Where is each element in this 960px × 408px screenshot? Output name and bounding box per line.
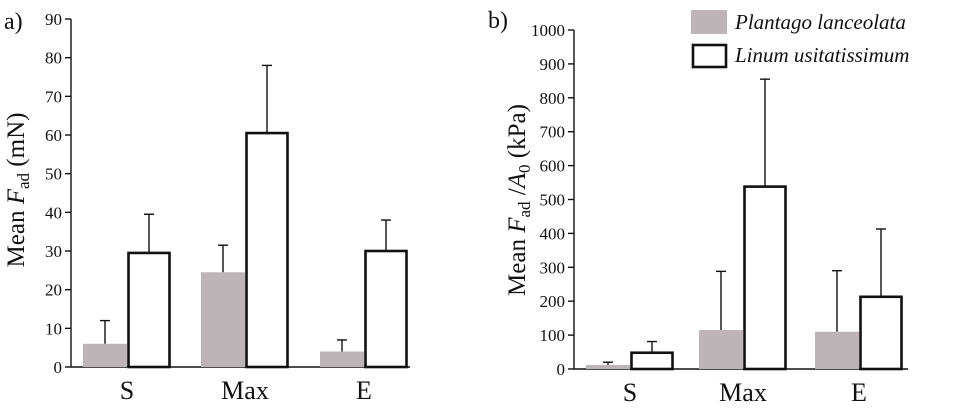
- y-tick-label: 10: [45, 319, 62, 338]
- bar-plantago-max: [201, 272, 245, 367]
- category-label: Max: [719, 378, 767, 407]
- y-tick-label: 70: [45, 87, 62, 106]
- y-tick-label: 400: [540, 224, 566, 243]
- y-tick-label: 30: [45, 242, 62, 261]
- legend-label: Plantago lanceolata: [734, 10, 906, 34]
- y-tick-label: 0: [557, 360, 566, 379]
- bar-linum-e: [859, 295, 903, 371]
- bar-linum-max: [743, 185, 787, 371]
- bar-plantago-s: [83, 343, 127, 367]
- y-tick-label: 600: [540, 157, 566, 176]
- y-tick-label: 300: [540, 258, 566, 277]
- legend-swatch: [691, 10, 727, 34]
- bar-linum-e: [364, 249, 408, 369]
- bar-plantago-e: [320, 351, 364, 367]
- y-tick-label: 40: [45, 203, 62, 222]
- panel-b: 0 100 200 300 400 500 600 700 800 900 1000 S Max Eb) M…: [488, 8, 908, 407]
- y-tick-label: 90: [45, 10, 62, 29]
- y-tick-label: 700: [540, 123, 566, 142]
- y-tick-label: 500: [540, 191, 566, 210]
- bar-linum-s: [630, 351, 674, 371]
- bar-plantago-max: [699, 330, 743, 369]
- y-tick-label: 900: [540, 55, 566, 74]
- y-tick-label: 100: [540, 326, 566, 345]
- panel-label: a): [4, 9, 23, 35]
- y-tick-label: 800: [540, 89, 566, 108]
- y-tick-label: 80: [45, 49, 62, 68]
- y-axis-label: Mean Fad (mN): [3, 113, 33, 268]
- bar-plantago-s: [586, 364, 630, 369]
- category-label: S: [623, 378, 637, 407]
- y-axis-label: Mean Fad /A0 (kPa): [504, 104, 534, 296]
- y-tick-label: 20: [45, 281, 62, 300]
- legend: Plantago lanceolata Linum usitatissimum: [691, 10, 909, 69]
- legend-swatch: [691, 43, 728, 69]
- category-label: E: [851, 378, 867, 407]
- y-tick-label: 200: [540, 292, 566, 311]
- bar-linum-max: [245, 131, 289, 369]
- y-tick-label: 1000: [531, 21, 565, 40]
- category-label: Max: [221, 376, 269, 405]
- bar-linum-s: [127, 251, 171, 369]
- panel-label: b): [488, 8, 508, 34]
- panel-a: 0 10 20 30 40 50 60 70 80 90 S Max Ea) Mean Fad (mN): [3, 9, 410, 405]
- category-label: E: [356, 376, 372, 405]
- bar-plantago-e: [815, 331, 859, 369]
- y-tick-label: 50: [45, 165, 62, 184]
- y-tick-label: 0: [54, 358, 63, 377]
- legend-label: Linum usitatissimum: [734, 43, 909, 67]
- y-tick-label: 60: [45, 126, 62, 145]
- category-label: S: [120, 376, 134, 405]
